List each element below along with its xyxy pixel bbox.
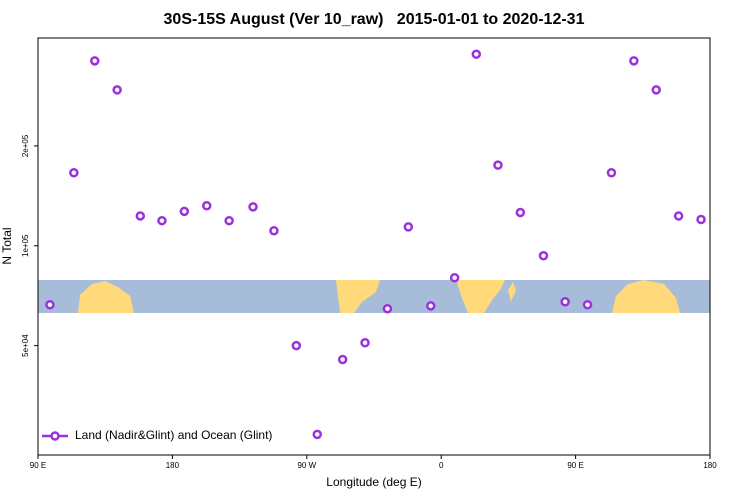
point: [538, 251, 549, 261]
point: [582, 300, 593, 310]
map-band: [38, 280, 710, 313]
point: [560, 296, 570, 307]
plot-frame: [37, 37, 711, 456]
point: [449, 272, 460, 283]
point: [157, 215, 167, 226]
y-axis-label: N Total: [0, 227, 14, 264]
point: [291, 340, 302, 351]
point: [179, 206, 190, 217]
point: [493, 160, 503, 170]
point: [224, 215, 234, 226]
point: [425, 301, 436, 311]
legend-marker: [50, 431, 60, 441]
point: [269, 225, 279, 236]
point: [69, 168, 79, 178]
x-tick-label: 180: [703, 461, 717, 470]
point: [696, 214, 706, 225]
point: [629, 56, 639, 66]
x-tick-label: 90 E: [30, 461, 46, 470]
point: [45, 300, 55, 310]
point: [403, 222, 414, 232]
chart-title: 30S-15S August (Ver 10_raw) 2015-01-01 t…: [164, 11, 585, 28]
x-tick-label: 180: [166, 461, 180, 470]
point: [248, 202, 258, 212]
point: [135, 211, 146, 221]
x-axis-label: Longitude (deg E): [326, 475, 421, 489]
point: [471, 49, 482, 59]
x-tick-label: 90 E: [567, 461, 583, 470]
point: [312, 429, 323, 440]
point: [382, 303, 393, 314]
x-tick-label: 90 W: [297, 461, 316, 470]
point: [606, 168, 617, 178]
point: [89, 56, 100, 66]
point: [673, 211, 684, 221]
point: [112, 85, 122, 95]
point: [515, 207, 526, 218]
point: [360, 338, 370, 348]
x-tick-label: 0: [439, 461, 444, 470]
y-tick-label: 5e+04: [21, 334, 30, 357]
y-tick-label: 1e+05: [21, 234, 30, 257]
y-tick-label: 2e+05: [21, 134, 30, 157]
point: [201, 201, 212, 211]
point: [651, 85, 661, 95]
point: [337, 354, 348, 365]
legend-label: Land (Nadir&Glint) and Ocean (Glint): [75, 428, 272, 442]
